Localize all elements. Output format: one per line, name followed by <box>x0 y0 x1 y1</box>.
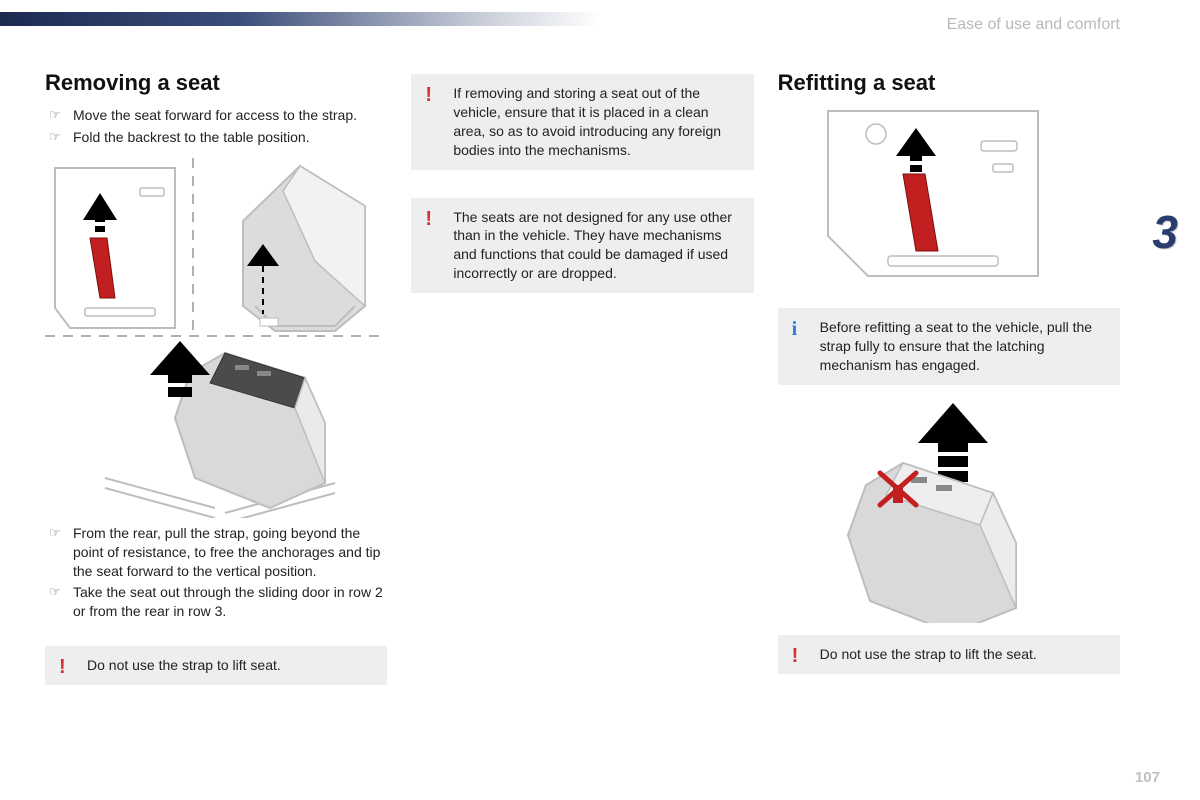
removing-illustration <box>45 158 387 518</box>
callout-text: Do not use the strap to lift the seat. <box>820 646 1037 662</box>
page-columns: Removing a seat Move the seat forward fo… <box>45 70 1120 750</box>
callout-text: Do not use the strap to lift seat. <box>87 657 281 673</box>
step: Move the seat forward for access to the … <box>45 106 387 125</box>
removing-steps-top: Move the seat forward for access to the … <box>45 106 387 150</box>
callout-text: Before refitting a seat to the vehicle, … <box>820 319 1092 373</box>
header-gradient-bar <box>0 12 600 26</box>
info-icon: i <box>792 316 798 343</box>
column-removing: Removing a seat Move the seat forward fo… <box>45 70 387 750</box>
middle-warning-1: ! If removing and storing a seat out of … <box>411 74 753 170</box>
chapter-number: 3 <box>1152 205 1178 259</box>
removing-warning-bottom: ! Do not use the strap to lift seat. <box>45 646 387 685</box>
warning-icon: ! <box>792 643 799 670</box>
refitting-illustration-bottom <box>778 403 1120 623</box>
warning-icon: ! <box>425 206 432 233</box>
callout-text: If removing and storing a seat out of th… <box>453 85 721 158</box>
step: Take the seat out through the sliding do… <box>45 583 387 621</box>
refitting-info: i Before refitting a seat to the vehicle… <box>778 308 1120 385</box>
removing-steps-bottom: From the rear, pull the strap, going bey… <box>45 524 387 624</box>
refitting-warning-bottom: ! Do not use the strap to lift the seat. <box>778 635 1120 674</box>
column-refitting: Refitting a seat <box>778 70 1120 750</box>
refitting-illustration-top <box>778 106 1120 296</box>
column-middle: ! If removing and storing a seat out of … <box>411 70 753 750</box>
removing-title: Removing a seat <box>45 70 387 96</box>
warning-icon: ! <box>59 654 66 681</box>
page-number: 107 <box>1135 769 1160 786</box>
refitting-title: Refitting a seat <box>778 70 1120 96</box>
callout-text: The seats are not designed for any use o… <box>453 209 732 282</box>
step: Fold the backrest to the table position. <box>45 128 387 147</box>
warning-icon: ! <box>425 82 432 109</box>
step: From the rear, pull the strap, going bey… <box>45 524 387 581</box>
header-category: Ease of use and comfort <box>947 16 1120 34</box>
middle-warning-2: ! The seats are not designed for any use… <box>411 198 753 294</box>
